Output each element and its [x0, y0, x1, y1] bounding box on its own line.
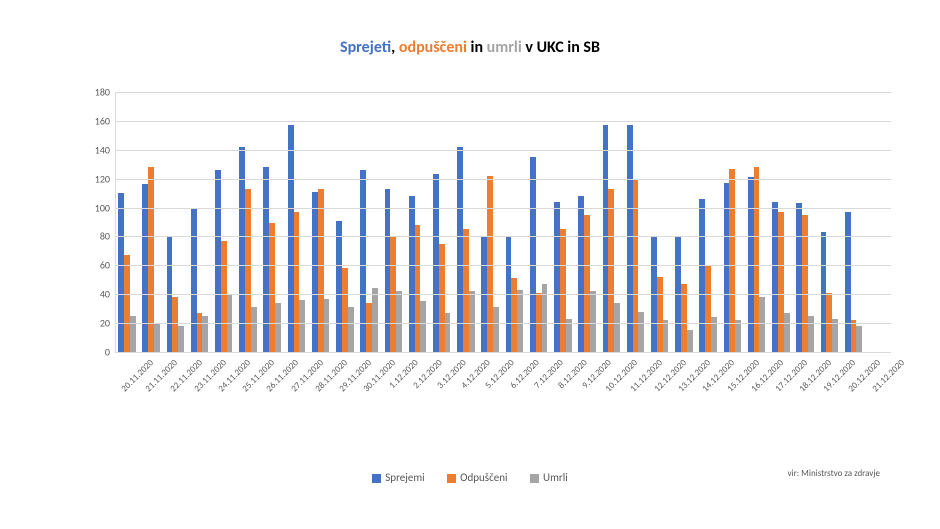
legend-swatch-umrli	[530, 474, 539, 483]
bar-group: 20.12.2020	[845, 92, 865, 352]
bar	[517, 290, 523, 352]
gridline	[116, 265, 891, 266]
y-tick-label: 160	[95, 114, 110, 127]
bar	[372, 288, 378, 352]
bar	[396, 291, 402, 352]
bar-group: 30.11.2020	[360, 92, 380, 352]
bar-group: 29.11.2020	[336, 92, 356, 352]
gridline	[116, 92, 891, 93]
bar	[348, 307, 354, 352]
gridline	[116, 323, 891, 324]
legend-item-odpusceni: Odpuščeni	[447, 471, 507, 484]
title-word-in: in	[467, 38, 487, 57]
bar-group: 17.12.2020	[772, 92, 792, 352]
bar-group: 12.12.2020	[651, 92, 671, 352]
source-text: vir: Ministrstvo za zdravje	[787, 468, 880, 479]
y-tick-label: 60	[100, 259, 110, 272]
bar-group: 19.12.2020	[821, 92, 841, 352]
legend-label-odpusceni: Odpuščeni	[460, 471, 507, 484]
title-comma: ,	[391, 38, 399, 57]
bar	[735, 320, 741, 352]
bar	[154, 323, 160, 352]
bar-group: 6.12.2020	[506, 92, 526, 352]
y-tick-label: 120	[95, 172, 110, 185]
bar-group: 26.11.2020	[263, 92, 283, 352]
chart-title: Sprejeti, odpuščeni in umrli v UKC in SB	[0, 38, 940, 57]
plot-area: 20.11.202021.11.202022.11.202023.11.2020…	[115, 92, 891, 353]
y-tick-label: 80	[100, 230, 110, 243]
gridline	[116, 208, 891, 209]
y-tick-label: 40	[100, 288, 110, 301]
legend-swatch-odpusceni	[447, 474, 456, 483]
bar-group: 23.11.2020	[191, 92, 211, 352]
gridline	[116, 179, 891, 180]
gridline	[116, 236, 891, 237]
bar	[638, 312, 644, 352]
bar-group: 9.12.2020	[578, 92, 598, 352]
bar-group: 5.12.2020	[481, 92, 501, 352]
title-word-umrli: umrli	[487, 38, 522, 57]
bar-group: 21.11.2020	[142, 92, 162, 352]
bar-group: 4.12.2020	[457, 92, 477, 352]
legend-label-umrli: Umrli	[543, 471, 568, 484]
y-tick-label: 140	[95, 143, 110, 156]
legend-swatch-sprejemi	[372, 474, 381, 483]
bar	[784, 313, 790, 352]
bar	[130, 316, 136, 352]
bar-group: 15.12.2020	[724, 92, 744, 352]
bar-group: 20.11.2020	[118, 92, 138, 352]
bar	[324, 299, 330, 352]
bar	[299, 300, 305, 352]
title-word-odpusceni: odpuščeni	[399, 38, 467, 57]
bar	[275, 303, 281, 352]
bar-group: 2.12.2020	[409, 92, 429, 352]
bar	[251, 307, 257, 352]
bar-group: 28.11.2020	[312, 92, 332, 352]
bar-group: 10.12.2020	[603, 92, 623, 352]
bar-group: 27.11.2020	[288, 92, 308, 352]
bar	[590, 291, 596, 352]
bar	[493, 307, 499, 352]
title-tail: v UKC in SB	[522, 38, 600, 57]
bar	[420, 301, 426, 352]
legend-item-umrli: Umrli	[530, 471, 568, 484]
y-tick-label: 100	[95, 201, 110, 214]
bar	[759, 297, 765, 352]
bar-group: 13.12.2020	[675, 92, 695, 352]
legend-label-sprejemi: Sprejemi	[385, 471, 424, 484]
bar	[469, 291, 475, 352]
bars-layer: 20.11.202021.11.202022.11.202023.11.2020…	[116, 92, 891, 352]
bar-group: 18.12.2020	[796, 92, 816, 352]
bar-group: 21.12.2020	[869, 92, 889, 352]
bar-group: 22.11.2020	[167, 92, 187, 352]
bar	[445, 313, 451, 352]
bar	[808, 316, 814, 352]
bar	[663, 320, 669, 352]
chart-container: Sprejeti, odpuščeni in umrli v UKC in SB…	[0, 0, 940, 529]
gridline	[116, 294, 891, 295]
y-tick-label: 180	[95, 86, 110, 99]
bar-group: 14.12.2020	[699, 92, 719, 352]
bar-group: 24.11.2020	[215, 92, 235, 352]
bar-group: 7.12.2020	[530, 92, 550, 352]
bar-group: 1.12.2020	[385, 92, 405, 352]
bar	[202, 316, 208, 352]
gridline	[116, 121, 891, 122]
title-word-sprejeti: Sprejeti	[340, 38, 391, 57]
y-tick-label: 0	[105, 346, 110, 359]
y-tick-label: 20	[100, 317, 110, 330]
legend-item-sprejemi: Sprejemi	[372, 471, 424, 484]
bar-group: 25.11.2020	[239, 92, 259, 352]
bar-group: 8.12.2020	[554, 92, 574, 352]
bar	[614, 303, 620, 352]
bar	[178, 326, 184, 352]
bar-group: 11.12.2020	[627, 92, 647, 352]
gridline	[116, 150, 891, 151]
bar-group: 16.12.2020	[748, 92, 768, 352]
bar	[856, 326, 862, 352]
bar-group: 3.12.2020	[433, 92, 453, 352]
bar	[687, 330, 693, 352]
